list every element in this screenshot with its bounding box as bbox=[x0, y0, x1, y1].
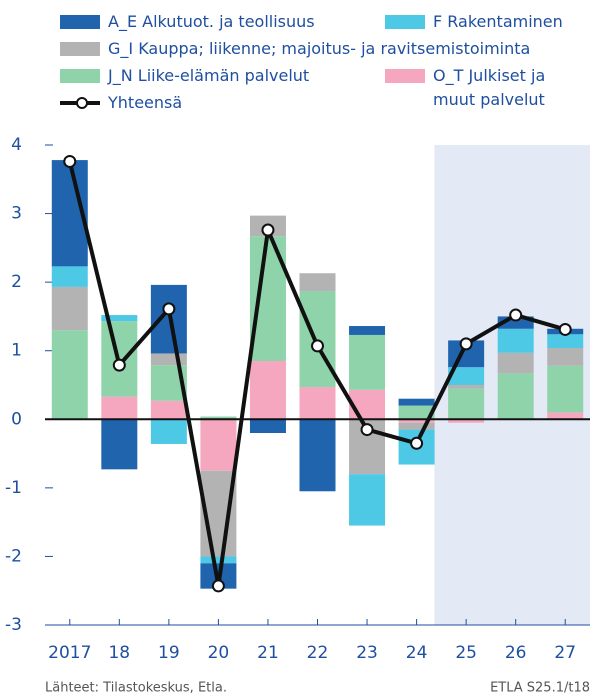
bar-segment bbox=[51, 286, 88, 331]
total-marker bbox=[360, 423, 374, 437]
x-tick-label: 2017 bbox=[48, 643, 91, 663]
x-tick-label: 18 bbox=[108, 643, 130, 663]
total-marker bbox=[410, 436, 424, 450]
bar-segment bbox=[448, 388, 485, 420]
legend-label: O_T Julkiset ja muut palvelut bbox=[433, 66, 546, 109]
bar-segment bbox=[299, 387, 336, 420]
bar-segment bbox=[497, 352, 534, 374]
legend-swatch bbox=[385, 15, 425, 29]
total-marker bbox=[459, 337, 473, 351]
x-tick-label: 25 bbox=[455, 643, 477, 663]
bar-segment bbox=[497, 373, 534, 420]
bar-segment bbox=[299, 291, 336, 388]
bar-segment bbox=[349, 334, 386, 390]
legend-label: A_E Alkutuot. ja teollisuus bbox=[108, 12, 315, 31]
bar-segment bbox=[497, 328, 534, 353]
legend-label: G_I Kauppa; liikenne; majoitus- ja ravit… bbox=[108, 39, 531, 58]
bar-segment bbox=[547, 365, 584, 413]
y-tick-label: -2 bbox=[5, 546, 22, 566]
total-marker bbox=[311, 339, 324, 353]
bar-segment bbox=[349, 389, 386, 420]
x-tick-label: 26 bbox=[505, 643, 527, 663]
total-marker bbox=[112, 358, 126, 372]
legend-swatch bbox=[60, 42, 100, 56]
x-tick-label: 19 bbox=[158, 643, 180, 663]
legend-marker bbox=[76, 97, 88, 109]
bar-segment bbox=[101, 419, 138, 470]
x-tick-label: 23 bbox=[356, 643, 378, 663]
bar-segment bbox=[398, 419, 435, 423]
bar-segment bbox=[249, 419, 286, 433]
x-tick-label: 27 bbox=[554, 643, 576, 663]
bar-segment bbox=[547, 334, 584, 348]
y-tick-label: 0 bbox=[11, 409, 22, 429]
x-tick-label: 24 bbox=[406, 643, 428, 663]
total-marker bbox=[261, 223, 275, 237]
bar-segment bbox=[200, 556, 237, 564]
y-tick-label: 2 bbox=[11, 272, 22, 292]
bar-segment bbox=[51, 266, 88, 287]
bar-segment bbox=[51, 330, 88, 420]
bar-segment bbox=[150, 400, 187, 420]
total-marker bbox=[558, 322, 572, 336]
legend-swatch bbox=[60, 15, 100, 29]
total-marker bbox=[509, 308, 523, 322]
x-tick-label: 22 bbox=[307, 643, 329, 663]
bar-segment bbox=[200, 419, 237, 471]
bar-segment bbox=[398, 422, 435, 430]
source: Lähteet: Tilastokeskus, Etla. bbox=[45, 681, 227, 696]
bar-segment bbox=[398, 405, 435, 420]
bar-segment bbox=[547, 412, 584, 420]
legend-swatch bbox=[385, 69, 425, 83]
legend-label: F Rakentaminen bbox=[433, 12, 563, 31]
bar-segment bbox=[547, 347, 584, 366]
bar-segment bbox=[101, 315, 138, 322]
bar-segment bbox=[249, 361, 286, 420]
x-tick-label: 20 bbox=[208, 643, 230, 663]
legend-label: J_N Liike-elämän palvelut bbox=[108, 66, 310, 85]
bar-segment bbox=[448, 419, 485, 423]
total-marker bbox=[211, 579, 225, 593]
legend-label: Yhteensä bbox=[108, 93, 183, 112]
bar-segment bbox=[150, 419, 187, 444]
note: ETLA S25.1/t18 bbox=[490, 681, 590, 696]
y-tick-label: 1 bbox=[11, 341, 22, 361]
y-tick-label: -3 bbox=[5, 615, 22, 635]
y-tick-label: 4 bbox=[11, 135, 22, 155]
bar-segment bbox=[398, 398, 435, 406]
total-marker bbox=[162, 302, 176, 316]
bar-segment bbox=[349, 474, 386, 526]
bar-segment bbox=[349, 326, 386, 335]
total-marker bbox=[63, 154, 77, 168]
bar-segment bbox=[150, 353, 187, 366]
bar-segment bbox=[200, 416, 237, 420]
bar-segment bbox=[299, 419, 336, 492]
legend-swatch bbox=[60, 69, 100, 83]
bar-segment bbox=[448, 385, 485, 389]
bar-segment bbox=[101, 396, 138, 420]
x-tick-label: 21 bbox=[257, 643, 279, 663]
y-tick-label: 3 bbox=[11, 204, 22, 224]
bar-segment bbox=[448, 367, 485, 385]
bar-segment bbox=[299, 273, 336, 292]
y-tick-label: -1 bbox=[5, 478, 22, 498]
